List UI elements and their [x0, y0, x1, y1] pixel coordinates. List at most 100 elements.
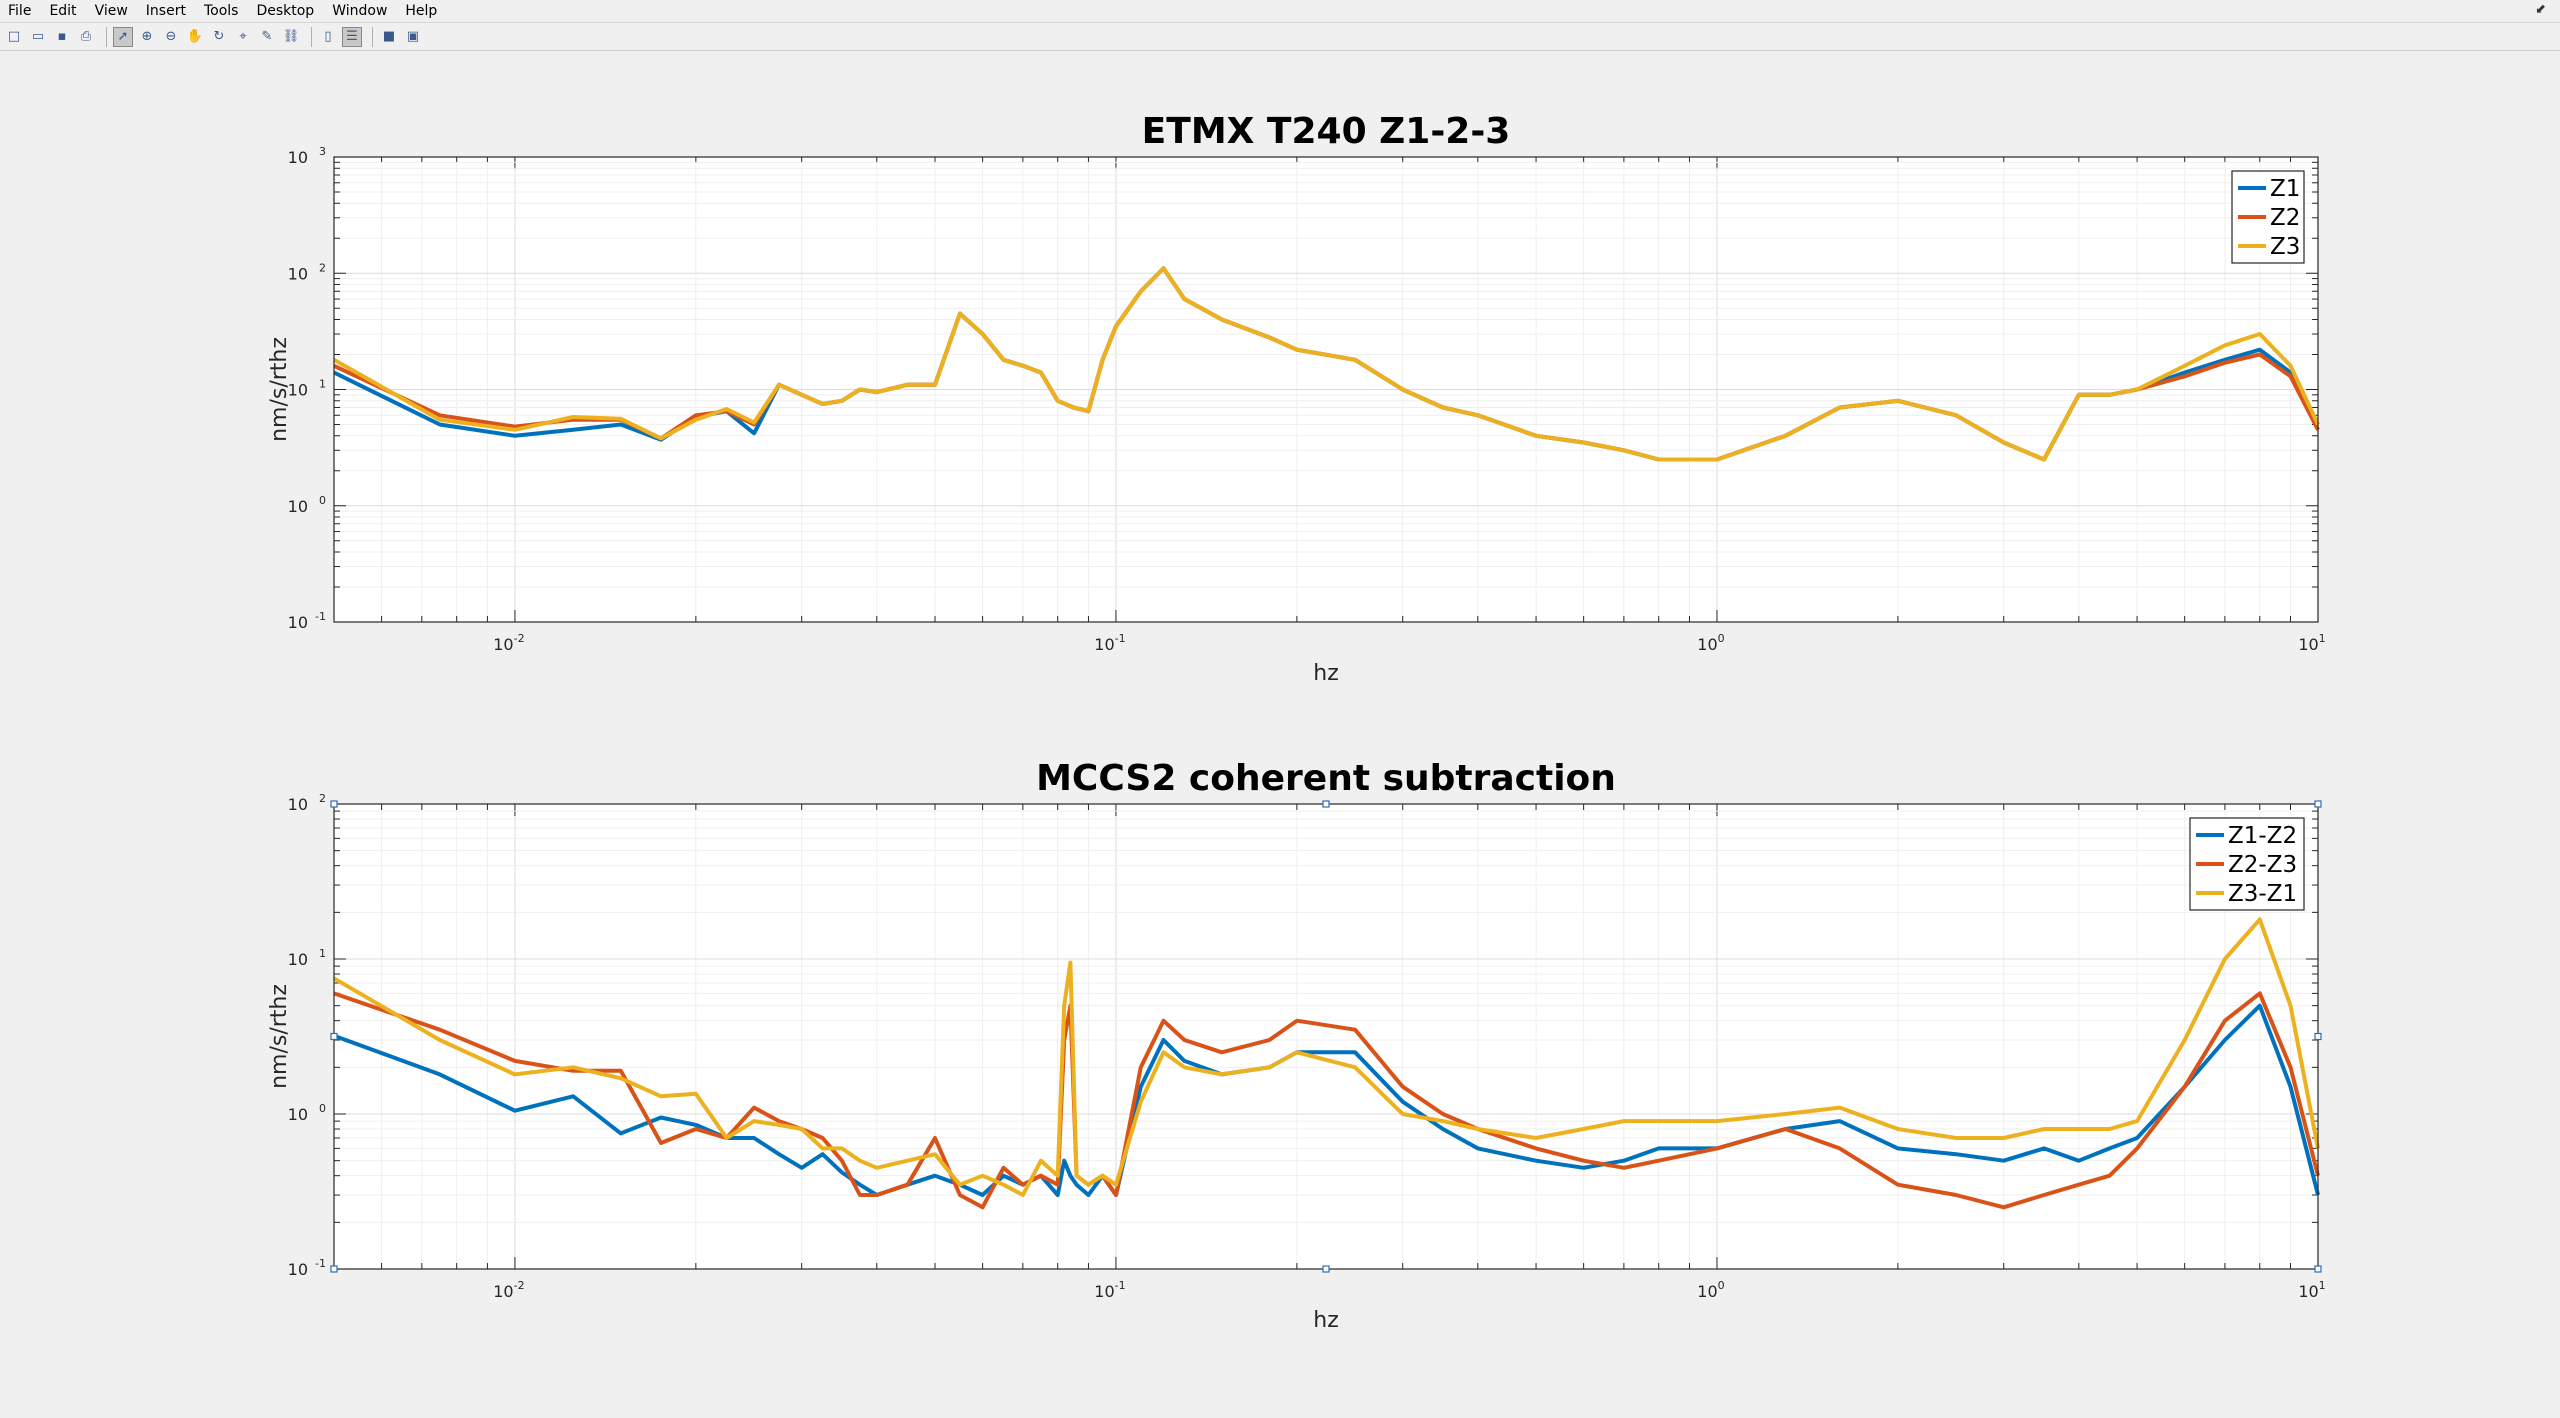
x-tick-base: 10	[1697, 635, 1717, 654]
x-tick-base: 10	[493, 1282, 513, 1301]
toolbar-separator	[372, 26, 373, 47]
rotate-3d-icon[interactable]: ↻	[213, 29, 225, 44]
edit-plot-arrow-icon[interactable]: ➚	[113, 26, 133, 47]
save-icon[interactable]: ▪	[57, 29, 67, 44]
figure-toolbar: □ ▭ ▪ ⎙ ➚ ⊕ ⊖ ✋ ↻ ⌖ ✎ ⛓ ▯ ☰ ■ ▣	[0, 23, 2560, 51]
y-tick-label: 10	[288, 1105, 308, 1124]
legend[interactable]: Z1 Z2 Z3	[2231, 170, 2305, 264]
x-tick-label: 10-1	[1094, 1279, 1125, 1301]
y-tick-label: 10	[288, 264, 308, 283]
chart-title: MCCS2 coherent subtraction	[1036, 758, 1616, 799]
x-tick-base: 10	[2298, 635, 2318, 654]
y-tick-exponent: 0	[319, 494, 326, 507]
toolbar-separator	[311, 26, 312, 47]
selection-handle[interactable]	[330, 1032, 338, 1041]
menu-desktop[interactable]: Desktop	[256, 3, 315, 19]
legend-entry: Z3	[2270, 234, 2300, 260]
legend-entry: Z1	[2270, 176, 2300, 202]
selection-handle[interactable]	[2314, 1032, 2322, 1041]
y-tick-base: 10	[288, 497, 308, 516]
y-tick-exponent: 2	[319, 261, 326, 274]
x-tick-label: 101	[2298, 1279, 2325, 1301]
menu-view[interactable]: View	[94, 3, 128, 19]
x-tick-exponent: -1	[1115, 1279, 1126, 1292]
y-tick-base: 10	[288, 381, 308, 400]
y-tick-base: 10	[288, 795, 308, 814]
y-axis-label: nm/s/rthz	[267, 337, 292, 442]
y-tick-base: 10	[288, 1260, 308, 1279]
selection-handle[interactable]	[1322, 1265, 1330, 1273]
series-line-z3-z1[interactable]	[332, 917, 2320, 1197]
menu-file[interactable]: File	[8, 3, 32, 19]
x-tick-base: 10	[1697, 1282, 1717, 1301]
open-file-icon[interactable]: ▭	[31, 29, 45, 44]
legend[interactable]: Z1-Z2 Z2-Z3 Z3-Z1	[2189, 817, 2305, 911]
menu-help[interactable]: Help	[405, 3, 438, 19]
x-axis-label: hz	[1313, 661, 1339, 686]
link-plot-icon[interactable]: ⛓	[282, 29, 300, 44]
x-tick-base: 10	[2298, 1282, 2318, 1301]
menu-tools[interactable]: Tools	[203, 3, 239, 19]
menu-bar: File Edit View Insert Tools Desktop Wind…	[0, 0, 2560, 23]
menu-edit[interactable]: Edit	[49, 3, 77, 19]
x-tick-base: 10	[1094, 635, 1114, 654]
legend-entry: Z2	[2270, 205, 2300, 231]
menu-insert[interactable]: Insert	[145, 3, 186, 19]
selection-handle[interactable]	[1322, 800, 1330, 808]
selection-handle[interactable]	[2314, 1265, 2322, 1273]
zoom-in-icon[interactable]: ⊕	[141, 29, 153, 44]
y-tick-label: 10	[288, 1260, 308, 1279]
x-tick-label: 10-2	[493, 1279, 524, 1301]
x-tick-label: 101	[2298, 632, 2325, 654]
x-tick-label: 10-2	[493, 632, 524, 654]
y-tick-base: 10	[288, 264, 308, 283]
y-tick-base: 10	[288, 950, 308, 969]
y-tick-exponent: 2	[319, 792, 326, 805]
new-figure-icon[interactable]: □	[7, 29, 21, 44]
undock-icon[interactable]: ⬋	[2535, 2, 2546, 17]
y-tick-exponent: 1	[319, 378, 326, 391]
show-plot-tools-icon[interactable]: ▣	[406, 29, 420, 44]
y-tick-exponent: -1	[315, 1257, 326, 1270]
x-tick-label: 100	[1697, 1279, 1724, 1301]
y-tick-exponent: -1	[315, 610, 326, 623]
selection-handle[interactable]	[330, 1265, 338, 1273]
hide-plot-tools-icon[interactable]: ■	[382, 29, 396, 44]
insert-legend-icon[interactable]: ☰	[342, 26, 362, 47]
axes-box	[333, 156, 2319, 623]
x-tick-exponent: -2	[514, 632, 525, 645]
pan-icon[interactable]: ✋	[186, 29, 204, 44]
plot-area	[334, 804, 2318, 1269]
brush-icon[interactable]: ✎	[261, 29, 273, 44]
x-tick-exponent: 1	[2319, 1279, 2326, 1292]
x-tick-label: 100	[1697, 632, 1724, 654]
x-tick-base: 10	[493, 635, 513, 654]
menu-window[interactable]: Window	[332, 3, 388, 19]
x-tick-exponent: 1	[2319, 632, 2326, 645]
selection-handle[interactable]	[2314, 800, 2322, 808]
x-tick-exponent: 0	[1718, 1279, 1725, 1292]
print-icon[interactable]: ⎙	[80, 29, 92, 44]
legend-entry: Z1-Z2	[2228, 823, 2297, 849]
grid	[333, 804, 2318, 1270]
y-tick-label: 10	[288, 148, 308, 167]
y-tick-base: 10	[288, 613, 308, 632]
zoom-out-icon[interactable]: ⊖	[165, 29, 177, 44]
series-line-z3[interactable]	[333, 266, 2320, 462]
data-cursor-icon[interactable]: ⌖	[239, 29, 247, 44]
x-tick-base: 10	[1094, 1282, 1114, 1301]
x-tick-exponent: -2	[514, 1279, 525, 1292]
y-tick-label: 10	[288, 950, 308, 969]
legend-entry: Z2-Z3	[2228, 852, 2297, 878]
insert-colorbar-icon[interactable]: ▯	[324, 29, 332, 44]
chart-title: ETMX T240 Z1-2-3	[1142, 111, 1511, 152]
y-tick-label: 10	[288, 497, 308, 516]
toolbar-separator	[106, 26, 107, 47]
y-tick-base: 10	[288, 1105, 308, 1124]
selection-handle[interactable]	[330, 800, 338, 808]
x-axis-label: hz	[1313, 1308, 1339, 1333]
legend-entry: Z3-Z1	[2228, 881, 2297, 907]
